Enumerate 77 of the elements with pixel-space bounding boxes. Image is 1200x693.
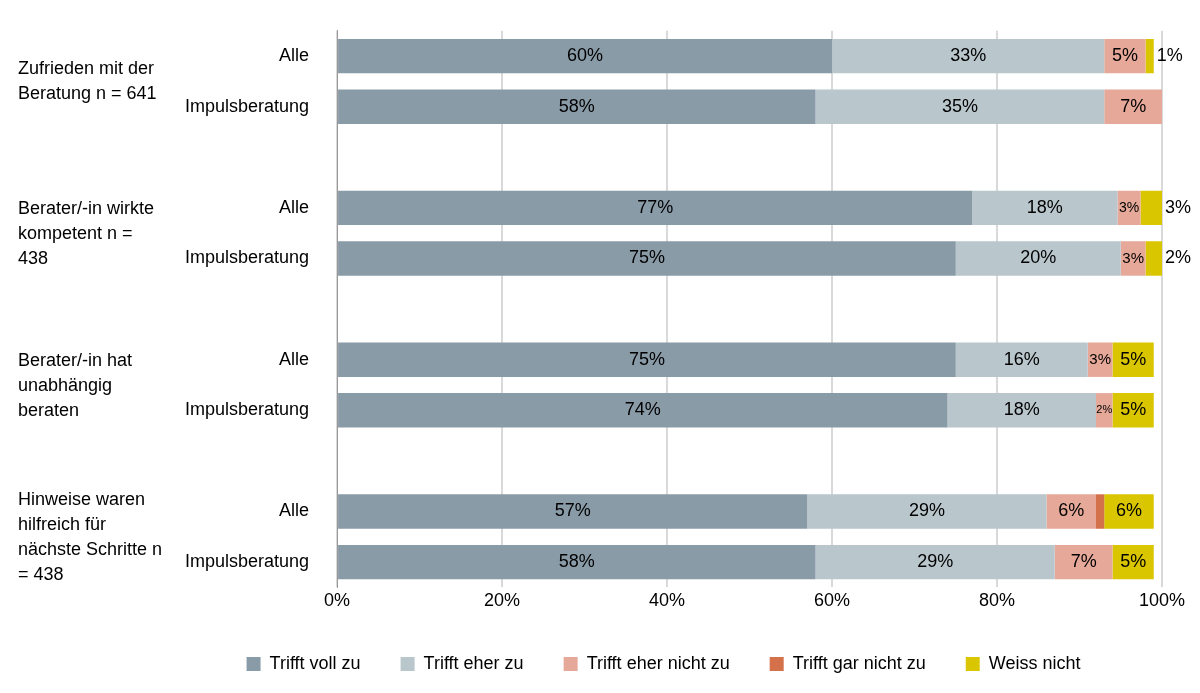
data-label: 7%: [1070, 551, 1097, 572]
bar: [338, 342, 956, 377]
data-label: 3%: [1118, 198, 1140, 215]
data-label: 60%: [567, 45, 604, 66]
bar: [338, 89, 816, 124]
text: Zufrieden mit der Beratung n = 641: [18, 57, 158, 106]
legend-label: Trifft eher zu: [423, 652, 524, 673]
data-label: 35%: [941, 95, 978, 116]
data-label: 2%: [1165, 247, 1192, 268]
bar: [338, 494, 808, 529]
bar: [1145, 38, 1154, 74]
bar: [815, 544, 1055, 580]
x-tick-label: 80%: [979, 590, 1016, 611]
legend-label: Trifft voll zu: [269, 652, 361, 673]
x-tick-label: 40%: [649, 590, 686, 611]
bar: [832, 38, 1105, 74]
bar: [815, 89, 1105, 124]
text: Hinweise waren hilfreich für nächste Schritte n = 438: [18, 487, 163, 586]
bar: [1145, 241, 1162, 276]
data-label: 18%: [1003, 399, 1040, 420]
y-tick-label: Alle: [279, 196, 310, 217]
data-label: 75%: [628, 247, 665, 268]
bar: [338, 544, 816, 580]
y-tick-label: Alle: [279, 348, 310, 369]
bar: [338, 190, 973, 226]
bar: [338, 38, 833, 74]
x-tick-label: 100%: [1138, 590, 1186, 611]
bar: [1140, 190, 1162, 226]
data-label: 6%: [1116, 500, 1143, 521]
x-tick-label: 0%: [324, 590, 351, 611]
data-label: 33%: [950, 45, 987, 66]
legend-label: Weiss nicht: [988, 652, 1081, 673]
data-label: 5%: [1111, 45, 1138, 66]
data-label: 74%: [624, 399, 661, 420]
data-label: 58%: [558, 551, 595, 572]
bar: [1054, 544, 1113, 580]
bar: [955, 342, 1088, 377]
text: Berater/-in wirkte kompetent n = 438: [18, 196, 156, 270]
bar: [1096, 494, 1105, 529]
data-label: 3%: [1122, 248, 1144, 266]
legend-label: Trifft eher nicht zu: [586, 652, 730, 673]
bar: [338, 241, 956, 276]
data-label: 5%: [1120, 551, 1147, 572]
data-label: 57%: [554, 500, 591, 521]
data-label: 16%: [1003, 348, 1040, 369]
text: Berater/-in hat unabhängig beraten: [18, 348, 134, 422]
data-label: 58%: [558, 95, 595, 116]
bar: [1104, 494, 1154, 529]
legend-label: Trifft gar nicht zu: [792, 652, 926, 673]
y-tick-label: Alle: [279, 45, 310, 66]
bar: [972, 190, 1118, 226]
data-label: 20%: [1020, 247, 1057, 268]
y-tick-label: Impulsberatung: [185, 247, 310, 268]
bar: [1104, 89, 1162, 124]
data-label: 6%: [1058, 500, 1085, 521]
bar: [955, 241, 1121, 276]
y-tick-label: Alle: [279, 500, 310, 521]
data-label: 3%: [1089, 349, 1111, 367]
data-label: 1%: [1156, 45, 1183, 66]
y-tick-label: Impulsberatung: [185, 399, 310, 420]
data-label: 77%: [637, 196, 674, 217]
data-label: 2%: [1096, 403, 1113, 416]
data-label: 5%: [1120, 399, 1147, 420]
bar: [807, 494, 1047, 529]
data-label: 29%: [908, 500, 945, 521]
data-label: 75%: [628, 348, 665, 369]
bar: [947, 393, 1097, 428]
data-label: 5%: [1120, 348, 1147, 369]
data-label: 7%: [1120, 95, 1147, 116]
bar: [338, 393, 948, 428]
x-tick-label: 60%: [814, 590, 851, 611]
data-label: 18%: [1026, 196, 1063, 217]
y-tick-label: Impulsberatung: [185, 95, 310, 116]
data-label: 3%: [1165, 196, 1192, 217]
y-tick-label: Impulsberatung: [185, 551, 310, 572]
x-tick-label: 20%: [484, 590, 521, 611]
data-label: 29%: [917, 551, 954, 572]
